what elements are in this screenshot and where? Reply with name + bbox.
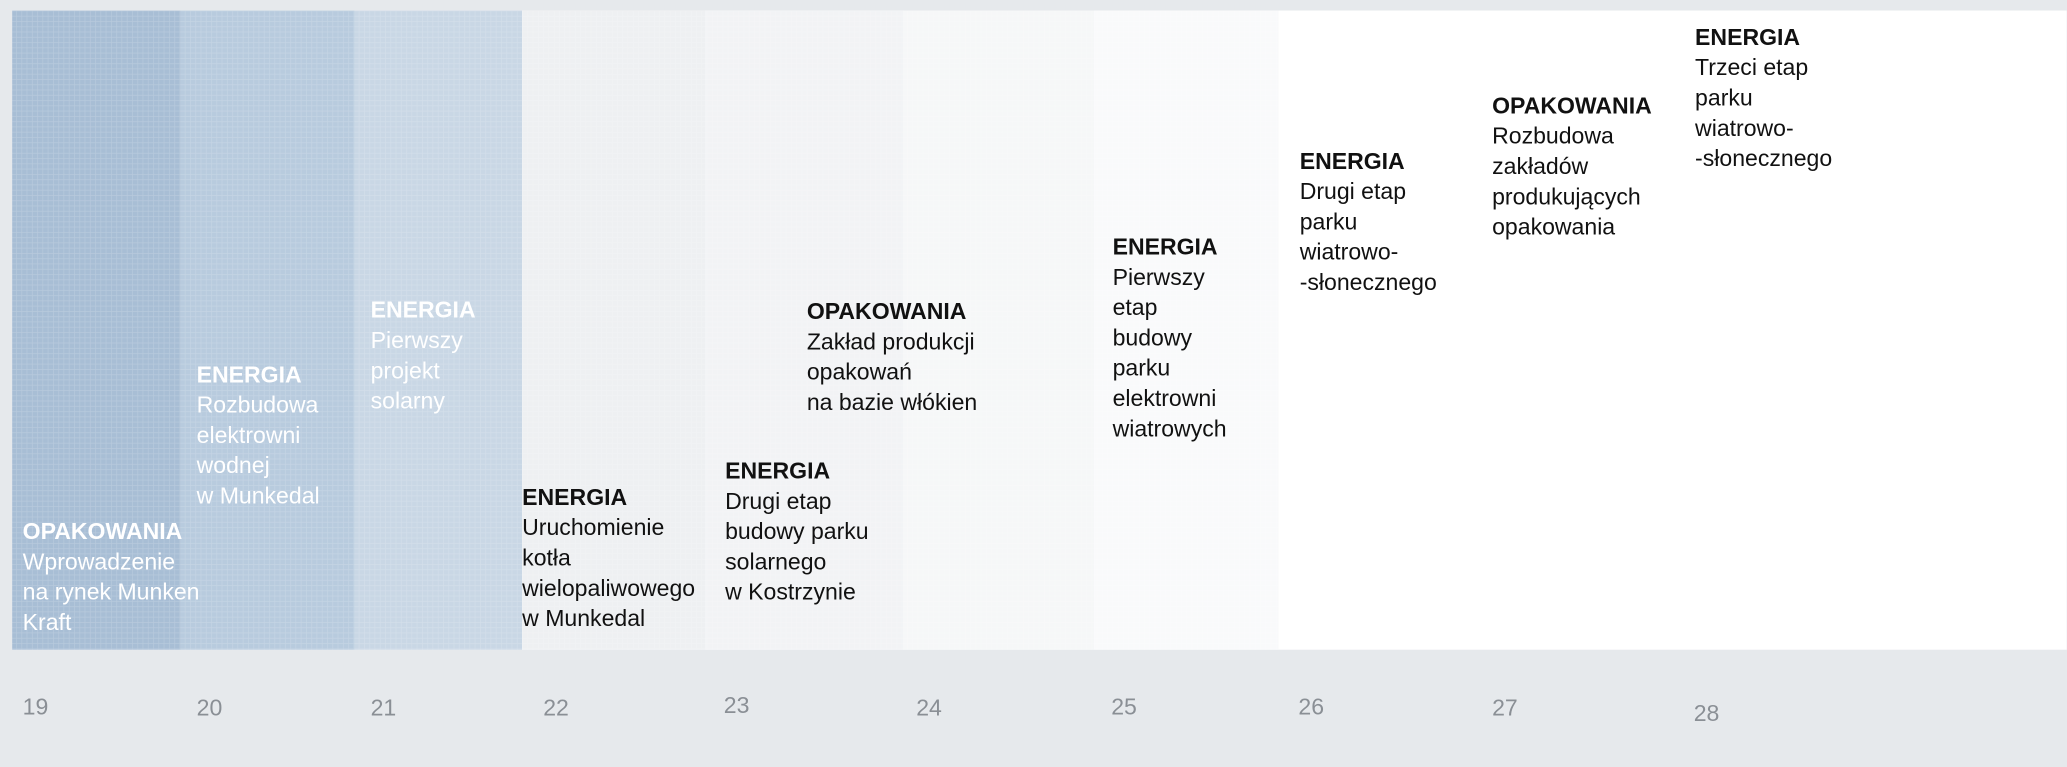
description-line: wielopaliwowego xyxy=(521,575,695,601)
category: ENERGIA xyxy=(197,361,302,387)
category: ENERGIA xyxy=(1113,233,1218,259)
description-line: Uruchomienie xyxy=(522,514,664,540)
year-label: 28 xyxy=(1694,700,1720,726)
description-line: Rozbudowa xyxy=(197,392,319,418)
category: ENERGIA xyxy=(1695,24,1800,50)
description-line: wiatrowo- xyxy=(1299,239,1399,265)
description-line: opakowania xyxy=(1492,214,1615,240)
category: OPAKOWANIA xyxy=(23,518,183,544)
description-line: Pierwszy xyxy=(1113,264,1206,290)
description-line: opakowań xyxy=(807,359,912,385)
items: OPAKOWANIA Wprowadzenie na rynek Munken Kra… xyxy=(23,24,1832,726)
year-label: 23 xyxy=(724,692,750,718)
category: ENERGIA xyxy=(1300,148,1405,174)
description-line: Trzeci etap xyxy=(1695,54,1808,80)
description-line: elektrowni xyxy=(1113,385,1217,411)
category: ENERGIA xyxy=(522,484,627,510)
description-line: w Kostrzynie xyxy=(724,579,856,605)
category: ENERGIA xyxy=(725,457,830,483)
category: ENERGIA xyxy=(371,297,476,323)
description-line: wodnej xyxy=(196,452,270,478)
description-line: Wprowadzenie xyxy=(23,548,175,574)
description-line: parku xyxy=(1300,208,1358,234)
description-line: zakładów xyxy=(1492,153,1588,179)
description-line: projekt xyxy=(371,357,441,383)
description-line: budowy parku xyxy=(725,518,869,544)
description-line: budowy xyxy=(1113,324,1193,350)
description-line: solarny xyxy=(371,388,446,414)
description-line: wiatrowych xyxy=(1112,415,1227,441)
year-label: 22 xyxy=(543,695,569,721)
description-line: Rozbudowa xyxy=(1492,123,1614,149)
description-line: elektrowni xyxy=(197,422,301,448)
year-label: 20 xyxy=(197,695,223,721)
year-label: 26 xyxy=(1298,693,1324,719)
description-line: solarnego xyxy=(725,548,826,574)
description-line: kotła xyxy=(522,544,571,570)
description-line: -słonecznego xyxy=(1695,145,1832,171)
description-line: Zakład produkcji xyxy=(807,328,975,354)
year-label: 24 xyxy=(916,695,942,721)
description-line: w Munkedal xyxy=(521,605,645,631)
description-line: na bazie włókien xyxy=(807,389,977,415)
description-line: etap xyxy=(1113,294,1158,320)
description-line: -słonecznego xyxy=(1300,269,1437,295)
year-label: 25 xyxy=(1111,693,1137,719)
description-line: produkujących xyxy=(1492,183,1641,209)
year-label: 19 xyxy=(23,693,49,719)
year-label: 27 xyxy=(1492,695,1518,721)
category: OPAKOWANIA xyxy=(1492,92,1652,118)
year-label: 21 xyxy=(371,695,397,721)
description-line: parku xyxy=(1113,355,1171,381)
description-line: w Munkedal xyxy=(196,483,320,509)
grid-texture xyxy=(12,10,1279,650)
description-line: parku xyxy=(1695,85,1753,111)
description-line: Kraft xyxy=(23,609,72,635)
description-line: Pierwszy xyxy=(371,327,464,353)
description-line: na rynek Munken xyxy=(23,579,200,605)
description-line: Drugi etap xyxy=(725,488,831,514)
description-line: Drugi etap xyxy=(1300,178,1406,204)
description-line: wiatrowo- xyxy=(1694,115,1794,141)
category: OPAKOWANIA xyxy=(807,298,967,324)
